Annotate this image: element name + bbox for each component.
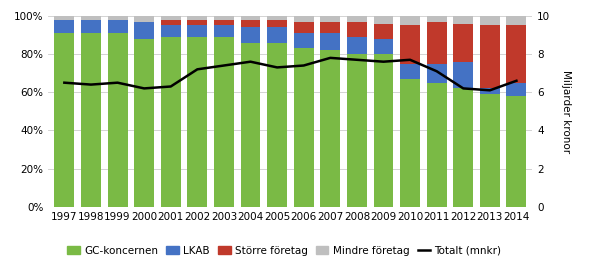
- Bar: [427, 16, 446, 22]
- Bar: [134, 22, 154, 39]
- Bar: [161, 25, 181, 37]
- Bar: [400, 64, 420, 79]
- Bar: [81, 20, 101, 33]
- Bar: [241, 27, 261, 43]
- Bar: [453, 16, 473, 24]
- Bar: [108, 20, 128, 33]
- Bar: [427, 64, 446, 83]
- Bar: [81, 33, 101, 207]
- Bar: [480, 16, 500, 25]
- Bar: [453, 89, 473, 207]
- Bar: [188, 20, 208, 25]
- Bar: [373, 39, 393, 54]
- Bar: [134, 39, 154, 207]
- Bar: [506, 83, 526, 96]
- Bar: [134, 16, 154, 22]
- Y-axis label: Miljarder kronor: Miljarder kronor: [561, 70, 572, 153]
- Bar: [54, 20, 74, 33]
- Bar: [320, 22, 340, 33]
- Bar: [214, 20, 234, 25]
- Bar: [320, 33, 340, 50]
- Bar: [188, 25, 208, 37]
- Bar: [293, 22, 313, 33]
- Bar: [453, 62, 473, 89]
- Bar: [188, 37, 208, 207]
- Bar: [267, 43, 287, 207]
- Bar: [161, 37, 181, 207]
- Bar: [347, 54, 367, 207]
- Bar: [214, 37, 234, 207]
- Bar: [267, 16, 287, 20]
- Bar: [506, 25, 526, 83]
- Bar: [293, 48, 313, 207]
- Bar: [241, 16, 261, 20]
- Bar: [214, 25, 234, 37]
- Bar: [506, 16, 526, 25]
- Bar: [241, 20, 261, 27]
- Bar: [293, 33, 313, 48]
- Bar: [108, 16, 128, 20]
- Bar: [506, 96, 526, 207]
- Bar: [453, 24, 473, 62]
- Bar: [54, 33, 74, 207]
- Bar: [480, 89, 500, 94]
- Bar: [188, 16, 208, 20]
- Bar: [373, 54, 393, 207]
- Bar: [161, 16, 181, 20]
- Legend: GC-koncernen, LKAB, Större företag, Mindre företag, Totalt (mnkr): GC-koncernen, LKAB, Större företag, Mind…: [64, 241, 505, 260]
- Bar: [427, 22, 446, 64]
- Bar: [320, 50, 340, 207]
- Bar: [347, 16, 367, 22]
- Bar: [373, 16, 393, 24]
- Bar: [400, 79, 420, 207]
- Bar: [54, 16, 74, 20]
- Bar: [480, 25, 500, 89]
- Bar: [214, 16, 234, 20]
- Bar: [480, 94, 500, 207]
- Bar: [241, 43, 261, 207]
- Bar: [373, 24, 393, 39]
- Bar: [400, 25, 420, 64]
- Bar: [267, 20, 287, 27]
- Bar: [293, 16, 313, 22]
- Bar: [347, 37, 367, 54]
- Bar: [320, 16, 340, 22]
- Bar: [427, 83, 446, 207]
- Bar: [267, 27, 287, 43]
- Bar: [161, 20, 181, 25]
- Bar: [347, 22, 367, 37]
- Bar: [108, 33, 128, 207]
- Bar: [81, 16, 101, 20]
- Bar: [400, 16, 420, 25]
